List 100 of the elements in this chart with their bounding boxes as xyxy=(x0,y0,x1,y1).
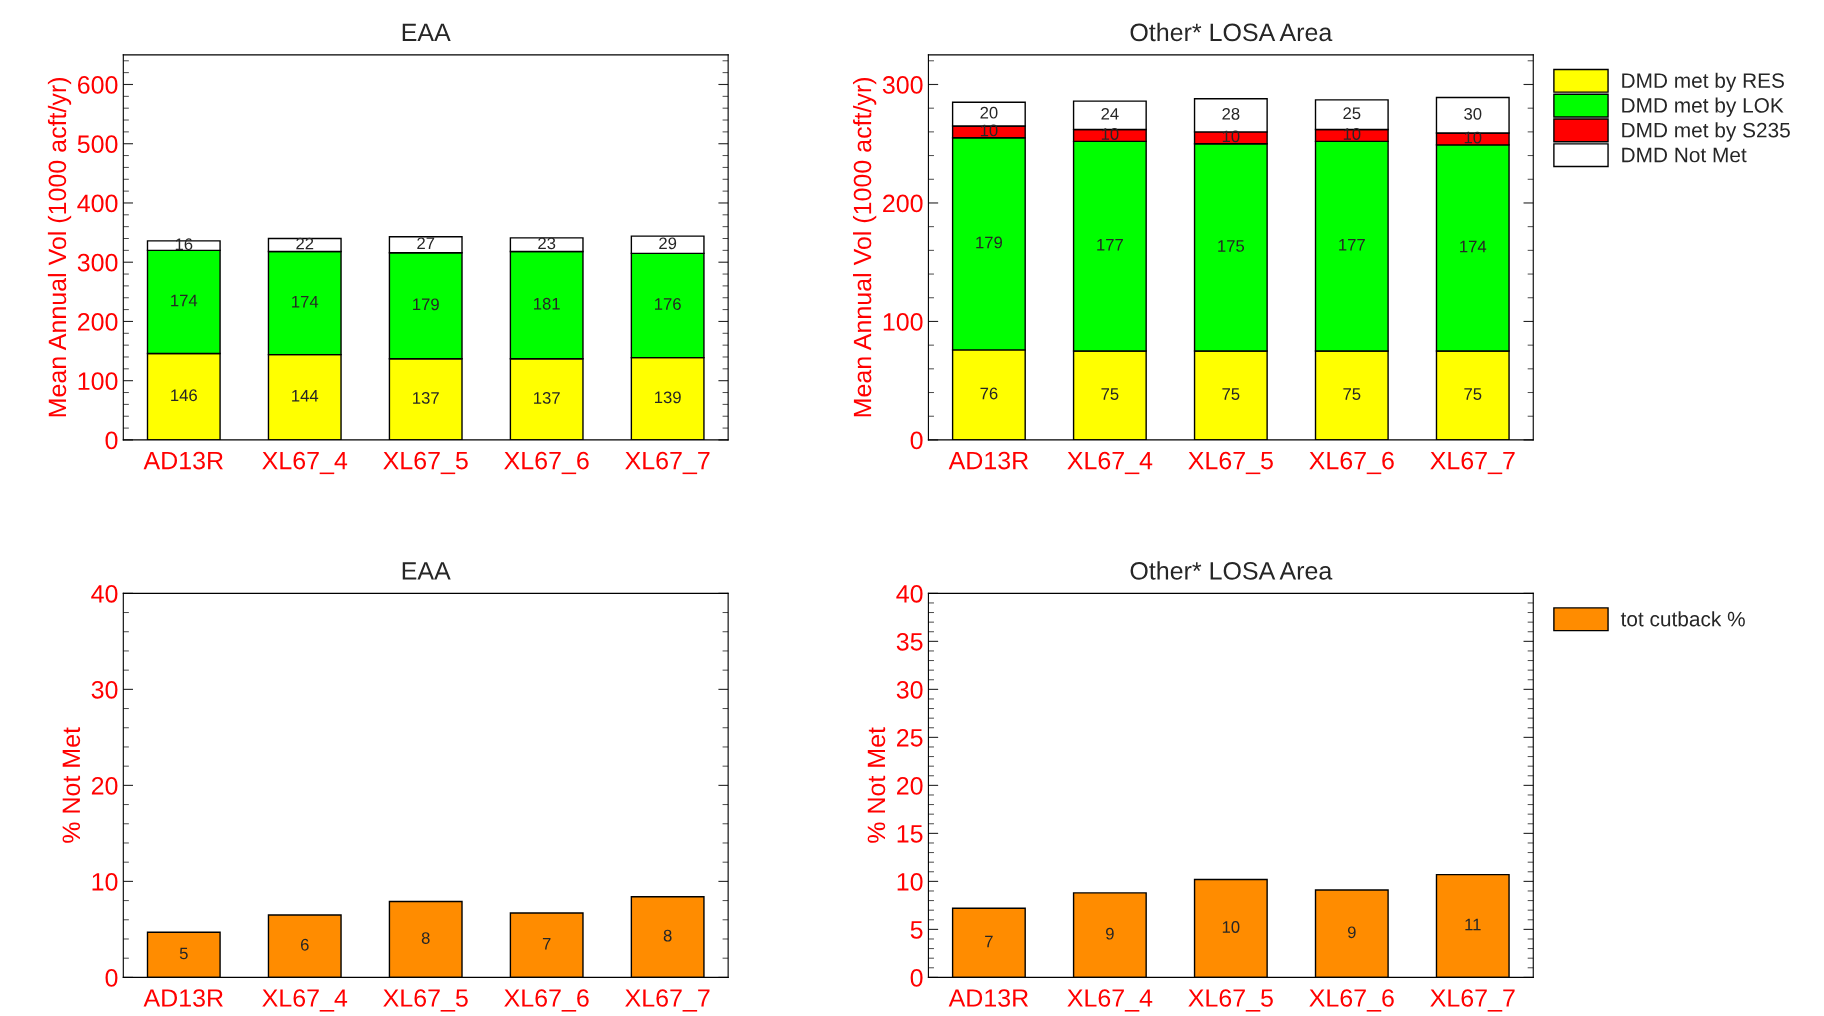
data-label: 10 xyxy=(1222,130,1240,143)
x-tick-label: XL67_5 xyxy=(1188,451,1273,475)
data-label: 177 xyxy=(1097,239,1123,251)
data-label: 179 xyxy=(413,298,439,311)
y-axis-title: % Not Met xyxy=(867,727,886,843)
y-axis-title: Mean Annual Vol (1000 acft/yr) xyxy=(852,78,877,417)
x-tick-label: XL67_6 xyxy=(1309,451,1394,475)
data-label: 10 xyxy=(1101,128,1119,140)
x-tick-label: AD13R xyxy=(948,989,1029,1007)
x-tick-label: XL67_7 xyxy=(625,989,710,1012)
data-label: 144 xyxy=(292,390,319,402)
legend-label: tot cutback % xyxy=(1620,611,1745,627)
data-label: 6 xyxy=(300,938,309,951)
data-label: 11 xyxy=(1465,918,1481,931)
data-label: 181 xyxy=(534,297,560,310)
y-tick-label: 20 xyxy=(91,776,118,795)
legend-label: DMD met by RES xyxy=(1622,72,1784,93)
data-label: 75 xyxy=(1101,388,1119,400)
data-label: 8 xyxy=(663,929,672,942)
data-label: 174 xyxy=(1460,240,1487,253)
y-tick-label: 500 xyxy=(77,135,118,154)
data-label: 27 xyxy=(417,237,435,250)
x-tick-label: XL67_4 xyxy=(262,989,348,1012)
x-tick-label: XL67_4 xyxy=(1067,451,1153,475)
x-tick-label: XL67_7 xyxy=(625,451,710,475)
legend-label: DMD Not Met xyxy=(1622,147,1747,163)
data-label: 8 xyxy=(421,932,430,944)
chart-title: Other* LOSA Area xyxy=(1130,22,1333,42)
data-label: 9 xyxy=(1347,926,1356,939)
data-label: 137 xyxy=(534,392,560,404)
data-label: 25 xyxy=(1343,107,1361,120)
y-tick-label: 35 xyxy=(896,632,923,651)
data-label: 139 xyxy=(655,391,681,404)
y-tick-label: 30 xyxy=(896,680,923,699)
y-tick-label: 25 xyxy=(897,728,923,747)
y-tick-label: 0 xyxy=(910,968,923,987)
y-tick-label: 200 xyxy=(77,313,118,331)
y-tick-label: 20 xyxy=(897,776,923,795)
y-tick-label: 15 xyxy=(897,825,923,843)
x-tick-label: XL67_6 xyxy=(504,989,589,1012)
y-tick-label: 300 xyxy=(77,253,118,272)
y-tick-label: 5 xyxy=(910,921,923,939)
y-tick-label: 0 xyxy=(105,431,118,450)
data-label: 9 xyxy=(1106,927,1114,940)
data-label: 175 xyxy=(1218,240,1245,252)
x-tick-label: XL67_6 xyxy=(1309,989,1394,1012)
y-tick-label: 100 xyxy=(883,313,923,331)
data-label: 179 xyxy=(976,236,1003,249)
data-label: 76 xyxy=(980,387,998,400)
data-label: 75 xyxy=(1464,388,1482,400)
y-axis-title: Mean Annual Vol (1000 acft/yr) xyxy=(47,78,72,417)
x-tick-label: XL67_5 xyxy=(383,989,468,1012)
y-tick-label: 0 xyxy=(910,431,923,450)
data-label: 10 xyxy=(980,124,998,137)
data-label: 10 xyxy=(1222,921,1240,933)
x-tick-label: XL67_7 xyxy=(1430,989,1515,1012)
data-label: 177 xyxy=(1339,239,1365,251)
data-label: 22 xyxy=(296,237,314,250)
y-tick-label: 300 xyxy=(882,76,923,94)
data-label: 7 xyxy=(985,935,993,948)
chart-title: EAA xyxy=(402,562,451,580)
x-tick-label: XL67_5 xyxy=(383,451,468,475)
data-label: 174 xyxy=(292,295,319,308)
legend-label: DMD met by LOK xyxy=(1622,97,1784,117)
y-tick-label: 0 xyxy=(105,968,118,987)
y-tick-label: 200 xyxy=(883,194,923,213)
y-tick-label: 40 xyxy=(91,584,118,603)
y-axis-title: % Not Met xyxy=(62,727,81,843)
data-label: 10 xyxy=(1464,131,1482,144)
data-label: 75 xyxy=(1343,388,1361,400)
data-label: 10 xyxy=(1343,128,1361,140)
legend-label: DMD met by S235 xyxy=(1622,122,1790,142)
x-tick-label: XL67_4 xyxy=(262,451,348,475)
x-tick-label: XL67_5 xyxy=(1188,989,1273,1012)
y-tick-label: 10 xyxy=(92,872,118,891)
y-tick-label: 100 xyxy=(78,372,118,390)
x-tick-label: AD13R xyxy=(143,989,223,1007)
data-label: 137 xyxy=(413,392,439,404)
data-label: 5 xyxy=(179,947,188,960)
x-tick-label: XL67_4 xyxy=(1067,989,1153,1012)
data-label: 75 xyxy=(1222,388,1240,400)
y-tick-label: 40 xyxy=(896,584,923,603)
data-label: 29 xyxy=(659,237,677,250)
chart-title: Other* LOSA Area xyxy=(1130,561,1333,580)
y-tick-label: 30 xyxy=(91,680,118,699)
x-tick-label: AD13R xyxy=(948,451,1029,470)
y-tick-label: 600 xyxy=(78,76,118,94)
y-tick-label: 10 xyxy=(897,872,923,891)
data-label: 176 xyxy=(655,298,681,310)
data-label: 23 xyxy=(538,237,556,250)
data-label: 146 xyxy=(171,389,197,402)
data-label: 28 xyxy=(1222,107,1240,120)
data-label: 24 xyxy=(1101,107,1119,120)
x-tick-label: XL67_7 xyxy=(1430,451,1515,475)
x-tick-label: XL67_6 xyxy=(504,451,589,475)
data-label: 20 xyxy=(980,106,998,119)
x-tick-label: AD13R xyxy=(143,451,223,470)
chart-title: EAA xyxy=(402,23,451,41)
y-tick-label: 400 xyxy=(77,194,118,213)
data-label: 174 xyxy=(171,294,198,307)
